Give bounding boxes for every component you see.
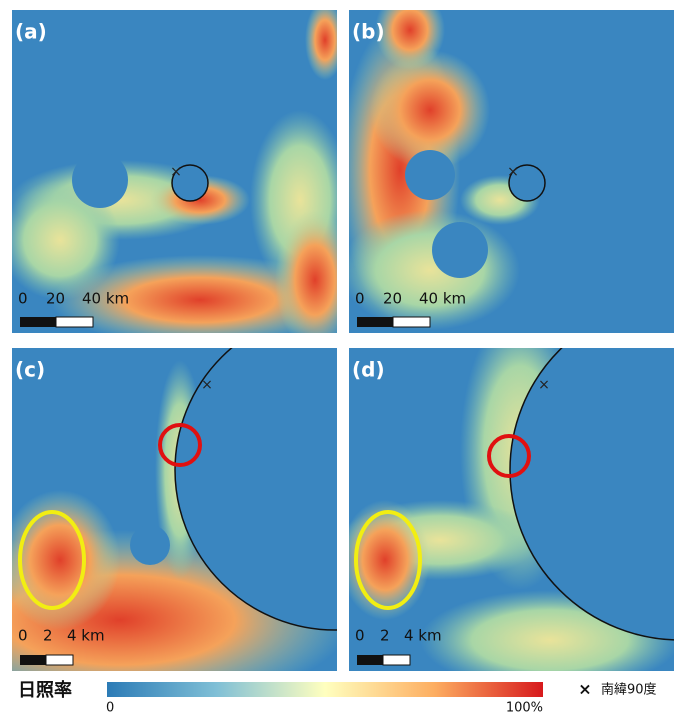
scale-label: 20 (383, 290, 402, 308)
svg-text:×: × (170, 164, 182, 180)
colorbar-title: 日照率 (18, 679, 72, 701)
scale-label: 20 (46, 290, 65, 308)
panel-label: (b) (352, 20, 385, 44)
scale-label: 4 km (67, 627, 105, 645)
scale-label: 4 km (404, 627, 442, 645)
legend-marker: × (578, 680, 591, 699)
scale-label: 0 (355, 627, 365, 645)
panel-label: (c) (15, 358, 45, 382)
svg-text:×: × (201, 377, 213, 393)
scale-label: 2 (380, 627, 390, 645)
colorbar-max: 100% (506, 701, 543, 716)
map-panel: × (340, 0, 674, 333)
svg-text:×: × (507, 164, 519, 180)
panel-label: (a) (15, 20, 47, 44)
scale-label: 0 (18, 290, 28, 308)
colorbar (107, 682, 543, 697)
scale-label: 40 km (82, 290, 129, 308)
scale-label: 2 (43, 627, 53, 645)
panel-label: (d) (352, 358, 385, 382)
scale-label: 0 (355, 290, 365, 308)
legend-label: 南緯90度 (601, 682, 657, 698)
svg-text:×: × (538, 377, 550, 393)
map-panel: × (340, 300, 681, 690)
scale-label: 0 (18, 627, 28, 645)
scale-label: 40 km (419, 290, 466, 308)
figure: × × × × (a) (b) (c) (d) 0 20 40 km 0 20 … (0, 0, 681, 715)
colorbar-min: 0 (106, 701, 114, 716)
